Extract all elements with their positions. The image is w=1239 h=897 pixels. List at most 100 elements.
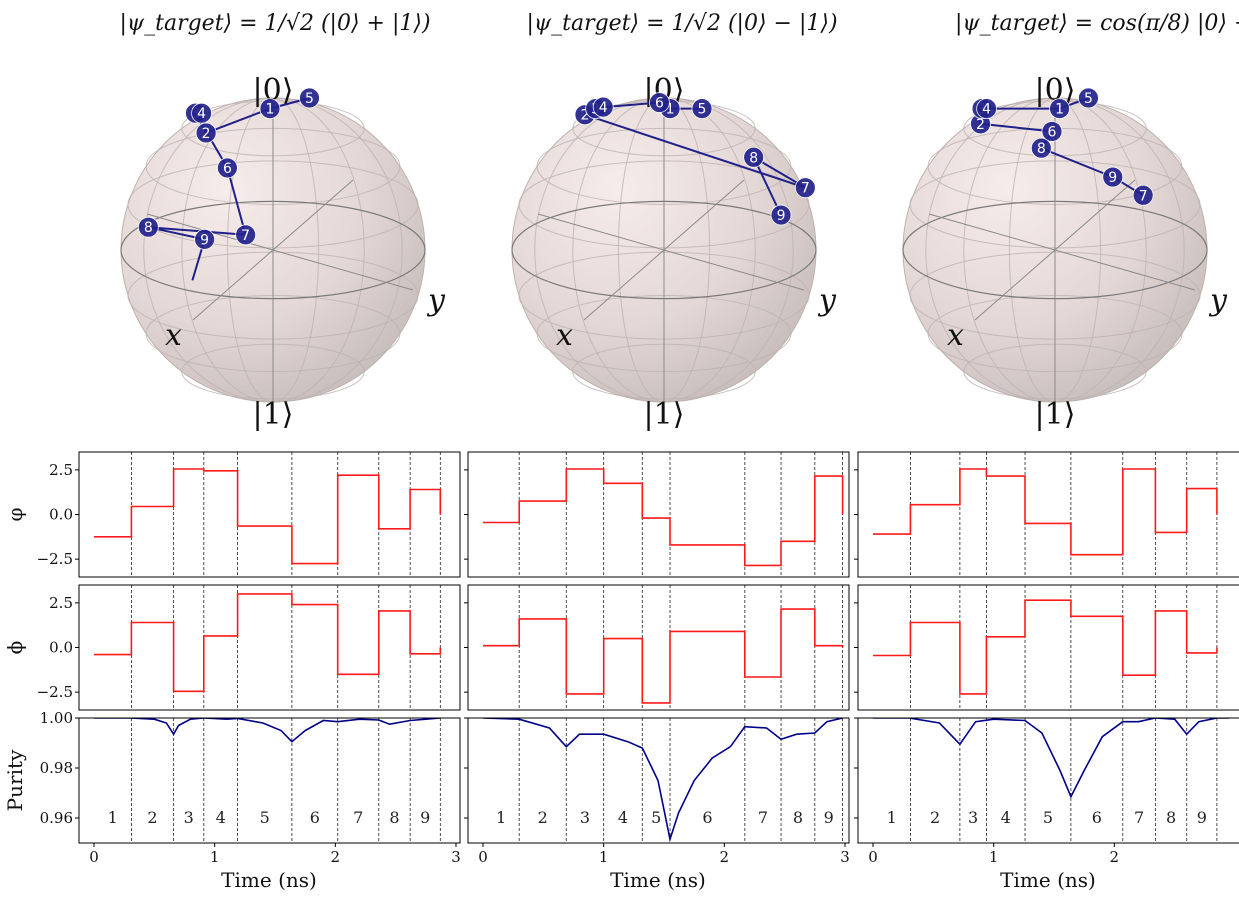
- segment-label: 7: [353, 808, 363, 827]
- y-axis-label: y: [1208, 283, 1228, 318]
- segment-label: 4: [216, 808, 226, 827]
- control-step-line: [873, 599, 1218, 695]
- state-point: 5: [1078, 87, 1099, 109]
- segment-label: 5: [651, 808, 661, 827]
- state-point: 6: [649, 92, 670, 113]
- state-number: 6: [655, 96, 664, 112]
- state-point: 8: [1030, 137, 1052, 159]
- x-axis-label: Time (ns): [221, 868, 317, 892]
- state-point: 9: [1102, 166, 1124, 188]
- y-tick-label: 0.0: [49, 639, 73, 657]
- state-number: 2: [976, 117, 985, 133]
- x-axis-label: x: [165, 318, 182, 353]
- segment-label: 8: [793, 808, 803, 827]
- bloch-sphere: |0⟩|1⟩xy123456789: [902, 73, 1228, 432]
- column-title: |ψ_target⟩ = 1/√2 (|0⟩ − |1⟩): [526, 11, 837, 36]
- y-tick-label: 0.0: [49, 506, 73, 524]
- plot-panel: −2.5 0.0 2.5 ϕ: [3, 584, 461, 711]
- plot-frame: [857, 451, 1239, 578]
- y-tick-label: 0.98: [40, 759, 73, 777]
- state-number: 7: [241, 228, 250, 244]
- state-marker: [1030, 137, 1052, 159]
- bloch-sphere: |0⟩|1⟩xy123456789: [511, 73, 837, 432]
- x-axis-label: Time (ns): [1000, 868, 1096, 892]
- state-marker: [976, 98, 997, 120]
- state-marker: [1078, 87, 1099, 109]
- plot-panel: 1 2 3 4 5 6 7 8 9 0 1 2 Time (ns): [854, 717, 1239, 892]
- y-tick-label: −2.5: [37, 683, 73, 701]
- state-point: 2: [195, 122, 217, 144]
- y-axis: [928, 213, 1196, 291]
- state-number: 8: [749, 150, 758, 166]
- plot-panel: [854, 451, 1239, 578]
- state-point: 4: [976, 98, 997, 120]
- plot-panel: 1 2 3 4 5 6 7 8 9 0 1 2 3 Time (ns): [464, 717, 850, 892]
- state-point: 9: [770, 204, 792, 226]
- state-number: 4: [197, 106, 206, 122]
- state-marker: [1049, 98, 1070, 120]
- state-point: 7: [794, 177, 816, 199]
- column-title: |ψ_target⟩ = cos(π/8) |0⟩ + sin(π/8): [955, 11, 1239, 36]
- plot-frame: [78, 584, 461, 711]
- segment-label: 3: [968, 808, 978, 827]
- state-marker: [649, 92, 670, 113]
- y-axis: [537, 213, 805, 291]
- x-axis-label: x: [947, 318, 964, 353]
- pole-label-bottom: |1⟩: [644, 397, 685, 432]
- control-step-line: [483, 608, 844, 704]
- x-axis-label: x: [556, 318, 573, 353]
- state-number: 6: [1047, 124, 1056, 140]
- state-number: 4: [982, 102, 991, 118]
- state-marker: [195, 122, 217, 144]
- plot-frame: [78, 717, 461, 844]
- state-number: 9: [777, 208, 786, 224]
- x-axis-label: Time (ns): [610, 868, 706, 892]
- y-axis-label: Purity: [3, 749, 27, 811]
- state-point: 5: [299, 87, 320, 109]
- y-axis-label: y: [426, 283, 446, 318]
- state-number: 9: [1108, 170, 1117, 186]
- plot-frame: [78, 451, 461, 578]
- plot-frame: [467, 584, 850, 711]
- control-step-line: [873, 468, 1218, 556]
- state-point: 9: [194, 228, 216, 250]
- pole-label-bottom: |1⟩: [1035, 397, 1076, 432]
- state-marker: [592, 96, 614, 118]
- bloch-sphere: |0⟩|1⟩xy123456789: [120, 73, 446, 432]
- segment-label: 1: [887, 808, 897, 827]
- segment-label: 5: [1043, 808, 1053, 827]
- segment-label: 4: [618, 808, 628, 827]
- state-number: 9: [200, 232, 209, 248]
- state-point: 7: [235, 224, 257, 246]
- state-marker: [691, 98, 713, 120]
- state-point: 4: [592, 96, 614, 118]
- state-marker: [235, 224, 257, 246]
- x-tick-label: 1: [599, 848, 609, 866]
- state-point: 1: [259, 98, 281, 120]
- segment-label: 3: [580, 808, 590, 827]
- state-number: 7: [801, 181, 810, 197]
- segment-label: 1: [496, 808, 506, 827]
- state-point: 6: [216, 157, 238, 179]
- state-marker: [299, 87, 320, 109]
- segment-label: 7: [1134, 808, 1144, 827]
- segment-label: 6: [310, 808, 320, 827]
- y-axis-label: y: [817, 283, 837, 318]
- plot-frame: [857, 717, 1239, 844]
- x-tick-label: 0: [868, 848, 878, 866]
- state-number: 1: [1055, 102, 1064, 118]
- state-marker: [191, 102, 212, 124]
- plot-panel: [464, 584, 850, 711]
- x-tick-label: 3: [451, 848, 461, 866]
- segment-label: 6: [1092, 808, 1102, 827]
- y-axis: [146, 213, 414, 291]
- state-number: 5: [1084, 91, 1093, 107]
- segment-label: 2: [538, 808, 548, 827]
- segment-label: 4: [1001, 808, 1011, 827]
- x-tick-label: 3: [840, 848, 850, 866]
- pole-label-bottom: |1⟩: [253, 397, 294, 432]
- state-marker: [1041, 121, 1063, 142]
- state-number: 7: [1139, 188, 1148, 204]
- y-axis-label: ϕ: [3, 641, 27, 655]
